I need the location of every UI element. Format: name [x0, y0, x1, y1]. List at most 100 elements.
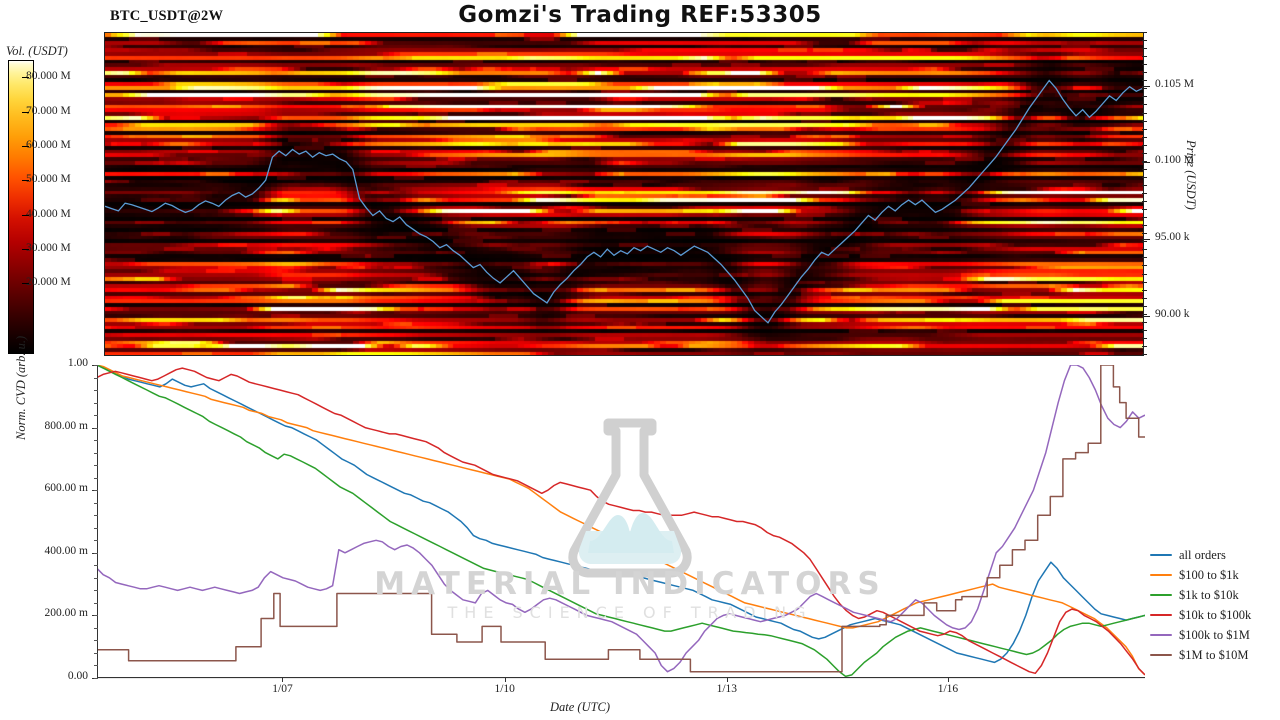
legend-item-1[interactable]: $100 to $1k [1150, 565, 1278, 585]
cvd-y-axis [97, 365, 98, 678]
legend-swatch [1150, 634, 1172, 636]
cvd-y-minor-tick [94, 602, 98, 604]
heatmap-tick [1142, 217, 1147, 219]
grid-line-horizontal [98, 678, 1145, 679]
colorbar-tick-label: 40.000 M [22, 208, 71, 220]
heatmap-tick [1142, 160, 1147, 162]
heatmap-tick [1142, 249, 1147, 251]
cvd-y-minor-tick [94, 678, 98, 679]
cvd-y-minor-tick [94, 640, 98, 642]
heatmap-tick [1142, 112, 1147, 114]
legend-swatch [1150, 574, 1172, 576]
cvd-x-axis [97, 677, 1145, 678]
colorbar-title: Vol. (USDT) [6, 44, 68, 58]
cvd-y-minor-tick [94, 515, 98, 517]
heatmap-tick [1142, 128, 1147, 130]
cvd-y-tick-label: 800.00 m [44, 419, 88, 432]
cvd-y-minor-tick [94, 452, 98, 454]
legend-item-5[interactable]: $1M to $10M [1150, 645, 1278, 665]
cvd-y-minor-tick [94, 665, 98, 667]
colorbar-tick-label: 70.000 M [22, 105, 71, 117]
legend-swatch [1150, 594, 1172, 596]
heatmap-tick [1142, 201, 1147, 203]
heatmap-major-tick [1142, 162, 1150, 164]
heatmap-tick [1142, 152, 1147, 154]
heatmap-tick [1142, 104, 1147, 106]
heatmap-tick [1142, 321, 1147, 323]
cvd-y-minor-tick [94, 652, 98, 654]
heatmap-tick [1142, 281, 1147, 283]
cvd-x-tick [726, 677, 728, 682]
cvd-x-tick [947, 677, 949, 682]
cvd-y-minor-tick [94, 490, 98, 492]
cvd-series-4 [96, 364, 1146, 673]
cvd-y-minor-tick [94, 565, 98, 567]
cvd-y-minor-tick [94, 577, 98, 579]
cvd-y-minor-tick [94, 590, 98, 592]
cvd-y-tick-label: 600.00 m [44, 482, 88, 495]
legend-item-0[interactable]: all orders [1150, 545, 1278, 565]
heatmap-tick [1142, 40, 1147, 42]
price-line-overlay [105, 79, 1143, 324]
heatmap-tick [1142, 354, 1147, 355]
cvd-y-minor-tick [94, 627, 98, 629]
colorbar-gradient [8, 60, 34, 354]
cvd-y-minor-tick [94, 390, 98, 392]
heatmap-tick [1142, 289, 1147, 291]
legend-label: $100 to $1k [1179, 567, 1239, 582]
legend-item-3[interactable]: $10k to $100k [1150, 605, 1278, 625]
price-axis-title: Price (USDT) [1184, 140, 1198, 210]
legend-label: $100k to $1M [1179, 627, 1250, 642]
heatmap-tick [1142, 241, 1147, 243]
cvd-y-minor-tick [94, 477, 98, 479]
legend-item-2[interactable]: $1k to $10k [1150, 585, 1278, 605]
cvd-y-tick-label: 400.00 m [44, 544, 88, 557]
cvd-y-minor-tick [94, 502, 98, 504]
colorbar-tick-label: 20.000 M [22, 276, 71, 288]
cvd-x-tick [504, 677, 506, 682]
cvd-y-minor-tick [94, 540, 98, 542]
cvd-x-tick [282, 677, 284, 682]
heatmap-tick [1142, 64, 1147, 66]
heatmap-tick [1142, 265, 1147, 267]
cvd-chart[interactable] [96, 364, 1146, 678]
heatmap-tick [1142, 225, 1147, 227]
cvd-x-tick-label: 1/07 [272, 683, 293, 695]
heatmap-tick [1142, 305, 1147, 307]
heatmap-tick [1142, 297, 1147, 299]
cvd-y-minor-tick [94, 402, 98, 404]
heatmap-tick [1142, 337, 1147, 339]
cvd-y-minor-tick [94, 365, 98, 366]
cvd-series-0 [96, 364, 1146, 664]
legend-swatch [1150, 614, 1172, 616]
price-tick-label: 90.00 k [1155, 307, 1190, 320]
heatmap-tick [1142, 193, 1147, 194]
cvd-series-3 [96, 367, 1146, 676]
legend-swatch [1150, 554, 1172, 556]
legend-item-4[interactable]: $100k to $1M [1150, 625, 1278, 645]
heatmap-tick [1142, 184, 1147, 186]
heatmap-major-tick [1142, 315, 1150, 317]
legend-swatch [1150, 654, 1172, 656]
trading-pair-label: BTC_USDT@2W [110, 8, 224, 24]
heatmap-tick [1142, 329, 1147, 331]
cvd-x-tick-label: 1/13 [716, 683, 738, 695]
cvd-y-minor-tick [94, 527, 98, 529]
heatmap-tick [1142, 209, 1147, 211]
heatmap-major-tick [1142, 85, 1150, 87]
heatmap-tick [1142, 144, 1147, 146]
cvd-y-axis-title: Norm. CVD (arb. u.) [14, 335, 28, 440]
liquidity-heatmap[interactable] [104, 32, 1144, 356]
legend-label: all orders [1179, 547, 1226, 562]
heatmap-tick [1142, 273, 1147, 275]
heatmap-tick [1142, 257, 1147, 259]
heatmap-tick [1142, 313, 1147, 315]
heatmap-tick [1142, 48, 1147, 50]
cvd-y-minor-tick [94, 440, 98, 442]
legend-label: $10k to $100k [1179, 607, 1252, 622]
cvd-legend[interactable]: all orders $100 to $1k $1k to $10k $10k to … [1150, 545, 1278, 665]
heatmap-tick [1142, 56, 1147, 58]
cvd-series-1 [96, 364, 1146, 676]
cvd-x-tick-label: 1/16 [937, 683, 959, 695]
heatmap-tick [1142, 345, 1147, 347]
